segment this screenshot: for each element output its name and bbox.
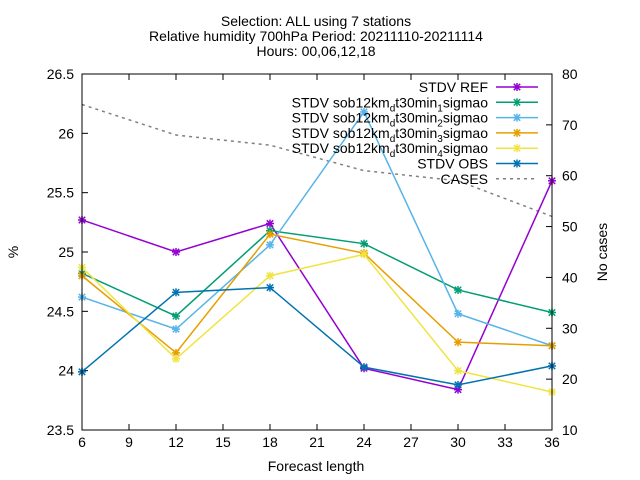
legend-entry-2: STDV sob12kmdt30min1sigmao xyxy=(292,94,538,114)
x-tick-label: 24 xyxy=(356,434,372,450)
legend-marker xyxy=(513,144,521,153)
legend-label: STDV sob12kmdt30min3sigmao xyxy=(292,125,489,145)
y-tick-label: 26 xyxy=(58,125,74,141)
y2-tick-label: 60 xyxy=(562,168,578,184)
y2-tick-label: 20 xyxy=(562,371,578,387)
y2-tick-label: 50 xyxy=(562,219,578,235)
legend-marker xyxy=(513,159,521,168)
series-5-point xyxy=(454,366,462,375)
y2-tick-label: 10 xyxy=(562,422,578,438)
series-4-point xyxy=(266,230,274,239)
series-2-point xyxy=(360,239,368,248)
y2-tick-label: 30 xyxy=(562,320,578,336)
legend-label: STDV REF xyxy=(419,79,488,95)
series-1-point xyxy=(172,248,180,256)
series-4-point xyxy=(454,338,462,347)
series-3-point xyxy=(266,240,274,249)
y2-axis-label: No cases xyxy=(594,223,610,281)
x-tick-label: 36 xyxy=(544,434,560,450)
legend-entry-3: STDV sob12kmdt30min2sigmao xyxy=(292,110,538,130)
series-1-point xyxy=(266,219,274,228)
x-tick-label: 15 xyxy=(215,434,231,450)
y-axis-label: % xyxy=(5,246,21,258)
legend-entry-7: CASES xyxy=(441,171,538,187)
series-6-point xyxy=(454,380,462,389)
y2-tick-label: 40 xyxy=(562,269,578,285)
series-3-point xyxy=(172,325,180,334)
series-line-4 xyxy=(81,233,553,354)
series-line-6 xyxy=(81,286,553,386)
legend-label: STDV sob12kmdt30min1sigmao xyxy=(292,94,489,114)
x-tick-label: 9 xyxy=(125,434,133,450)
y-tick-label: 25.5 xyxy=(47,185,74,201)
series-4-point xyxy=(172,348,180,357)
series-3-point xyxy=(454,309,462,318)
x-axis-label: Forecast length xyxy=(268,458,365,474)
plot-frame xyxy=(81,73,553,431)
x-tick-label: 27 xyxy=(403,434,419,450)
y-tick-label: 25 xyxy=(58,244,74,260)
series-line-5 xyxy=(81,253,553,393)
x-tick-label: 33 xyxy=(497,434,513,450)
series-2-point xyxy=(454,285,462,294)
series-2-point xyxy=(172,312,180,321)
x-tick-label: 12 xyxy=(168,434,184,450)
series-5-point xyxy=(172,354,180,363)
series-3-point xyxy=(360,107,368,116)
title-line-2: Relative humidity 700hPa Period: 2021111… xyxy=(149,28,483,44)
x-tick-label: 6 xyxy=(78,434,86,450)
x-tick-label: 30 xyxy=(450,434,466,450)
series-line-3 xyxy=(81,110,553,347)
legend-marker xyxy=(513,98,521,107)
y-tick-label: 26.5 xyxy=(47,66,74,82)
series-line-1 xyxy=(81,180,553,391)
y2-tick-label: 80 xyxy=(562,66,578,82)
chart-title: Selection: ALL using 7 stations Relative… xyxy=(149,13,483,59)
title-line-3: Hours: 00,06,12,18 xyxy=(256,43,375,59)
legend-marker xyxy=(513,83,521,91)
series-6-point xyxy=(266,283,274,292)
series-5-point xyxy=(266,271,274,280)
legend-entry-4: STDV sob12kmdt30min3sigmao xyxy=(292,125,538,145)
y2-tick-label: 70 xyxy=(562,117,578,133)
legend-label: STDV OBS xyxy=(417,156,488,172)
legend-entry-6: STDV OBS xyxy=(417,156,538,172)
title-line-1: Selection: ALL using 7 stations xyxy=(221,13,411,29)
series-5-point xyxy=(360,250,368,259)
legend-marker xyxy=(513,128,521,137)
y-tick-label: 24.5 xyxy=(47,303,74,319)
legend-entry-5: STDV sob12kmdt30min4sigmao xyxy=(292,140,538,160)
x-tick-label: 18 xyxy=(262,434,278,450)
legend-label: CASES xyxy=(441,171,488,187)
legend-label: STDV sob12kmdt30min2sigmao xyxy=(292,110,489,130)
legend-entry-1: STDV REF xyxy=(419,79,538,95)
legend-label: STDV sob12kmdt30min4sigmao xyxy=(292,140,489,160)
series-6-point xyxy=(172,288,180,297)
series-line-2 xyxy=(81,229,553,317)
x-tick-label: 21 xyxy=(309,434,325,450)
series-6-point xyxy=(360,363,368,372)
legend-marker xyxy=(513,113,521,122)
y-tick-label: 24 xyxy=(58,363,74,379)
y-tick-label: 23.5 xyxy=(47,422,74,438)
